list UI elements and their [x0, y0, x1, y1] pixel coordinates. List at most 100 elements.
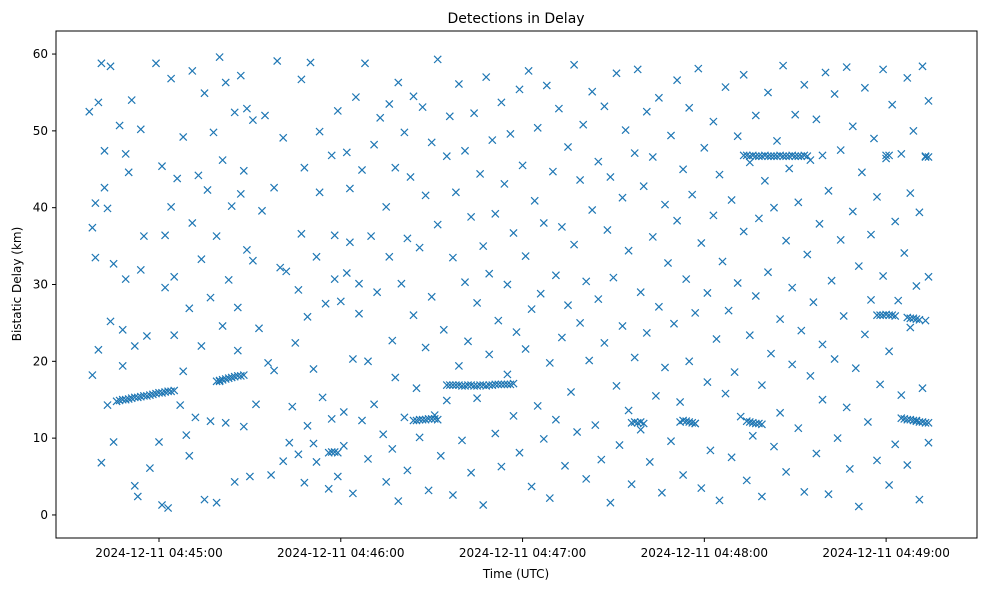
data-point: [560, 461, 570, 470]
data-point: [494, 380, 503, 389]
data-point: [327, 151, 336, 160]
data-point: [194, 171, 203, 180]
data-point: [524, 66, 533, 75]
data-point: [579, 120, 588, 129]
data-point: [791, 152, 800, 161]
data-point: [415, 243, 424, 252]
data-point: [148, 390, 157, 399]
data-point: [906, 189, 915, 198]
data-point: [436, 451, 445, 460]
data-point: [563, 142, 573, 152]
data-point: [224, 275, 233, 284]
data-point: [221, 418, 230, 427]
data-point: [772, 152, 782, 161]
data-point: [642, 328, 651, 337]
data-point: [342, 268, 351, 278]
data-point: [830, 89, 839, 99]
data-point: [188, 218, 197, 228]
data-point: [509, 411, 518, 420]
data-point: [794, 198, 803, 207]
data-point: [188, 66, 197, 75]
data-point: [357, 416, 367, 425]
data-point: [682, 417, 691, 426]
data-point: [230, 108, 239, 117]
data-point: [706, 446, 715, 455]
data-point: [409, 92, 418, 101]
data-point: [221, 374, 230, 384]
data-point: [651, 391, 660, 400]
data-point: [230, 477, 239, 486]
data-point: [112, 397, 121, 406]
data-point: [279, 133, 288, 142]
data-point: [679, 165, 688, 174]
data-point: [363, 357, 373, 366]
x-tick-label: 2024-12-11 04:47:00: [459, 546, 586, 560]
data-point: [742, 476, 751, 485]
data-point: [612, 381, 621, 390]
data-point: [915, 495, 924, 504]
data-point: [518, 161, 527, 170]
data-point: [142, 331, 151, 341]
data-point: [754, 419, 763, 428]
x-tick-label: 2024-12-11 04:46:00: [277, 546, 404, 560]
data-point: [357, 165, 367, 175]
data-point: [424, 414, 433, 423]
data-point: [630, 149, 639, 158]
data-point: [912, 281, 921, 291]
data-point: [882, 151, 891, 160]
data-point: [682, 275, 691, 284]
data-point: [733, 132, 742, 141]
data-point: [772, 136, 782, 145]
y-tick-label: 30: [33, 278, 48, 292]
data-point: [506, 129, 515, 138]
data-point: [724, 306, 733, 315]
data-point: [788, 360, 797, 369]
data-point: [879, 65, 888, 74]
data-point: [442, 381, 451, 390]
data-point: [415, 433, 424, 442]
data-point: [627, 480, 636, 489]
data-point: [454, 79, 463, 89]
data-point: [285, 438, 294, 447]
data-point: [697, 484, 706, 493]
data-point: [903, 460, 912, 470]
data-point: [336, 297, 345, 306]
data-point: [924, 418, 933, 427]
data-point: [385, 99, 394, 109]
y-tick-label: 20: [33, 354, 48, 368]
data-point: [321, 299, 330, 308]
data-point: [488, 136, 497, 145]
data-point: [718, 257, 727, 266]
data-point: [812, 449, 821, 458]
data-point: [533, 123, 542, 132]
data-point: [566, 387, 576, 397]
data-point: [654, 302, 663, 311]
data-point: [260, 111, 270, 120]
data-point: [467, 212, 476, 221]
data-point: [500, 179, 509, 188]
data-point: [848, 207, 857, 216]
data-point: [415, 415, 424, 424]
data-point: [776, 408, 785, 417]
data-point: [588, 205, 597, 215]
data-point: [727, 453, 736, 462]
data-point: [224, 374, 233, 383]
data-point: [818, 395, 827, 404]
data-point: [273, 56, 282, 66]
data-point: [685, 417, 694, 427]
data-point: [570, 240, 579, 249]
data-point: [803, 152, 812, 161]
data-point: [348, 354, 357, 364]
data-point: [827, 276, 836, 285]
data-point: [591, 421, 600, 430]
data-point: [679, 416, 688, 425]
data-point: [679, 470, 688, 480]
data-point: [409, 311, 418, 320]
data-point: [506, 380, 515, 389]
data-point: [797, 152, 806, 161]
data-point: [885, 347, 894, 356]
data-point: [485, 350, 494, 359]
y-tick-label: 40: [33, 201, 48, 215]
data-point: [673, 76, 682, 85]
data-point: [127, 96, 136, 105]
